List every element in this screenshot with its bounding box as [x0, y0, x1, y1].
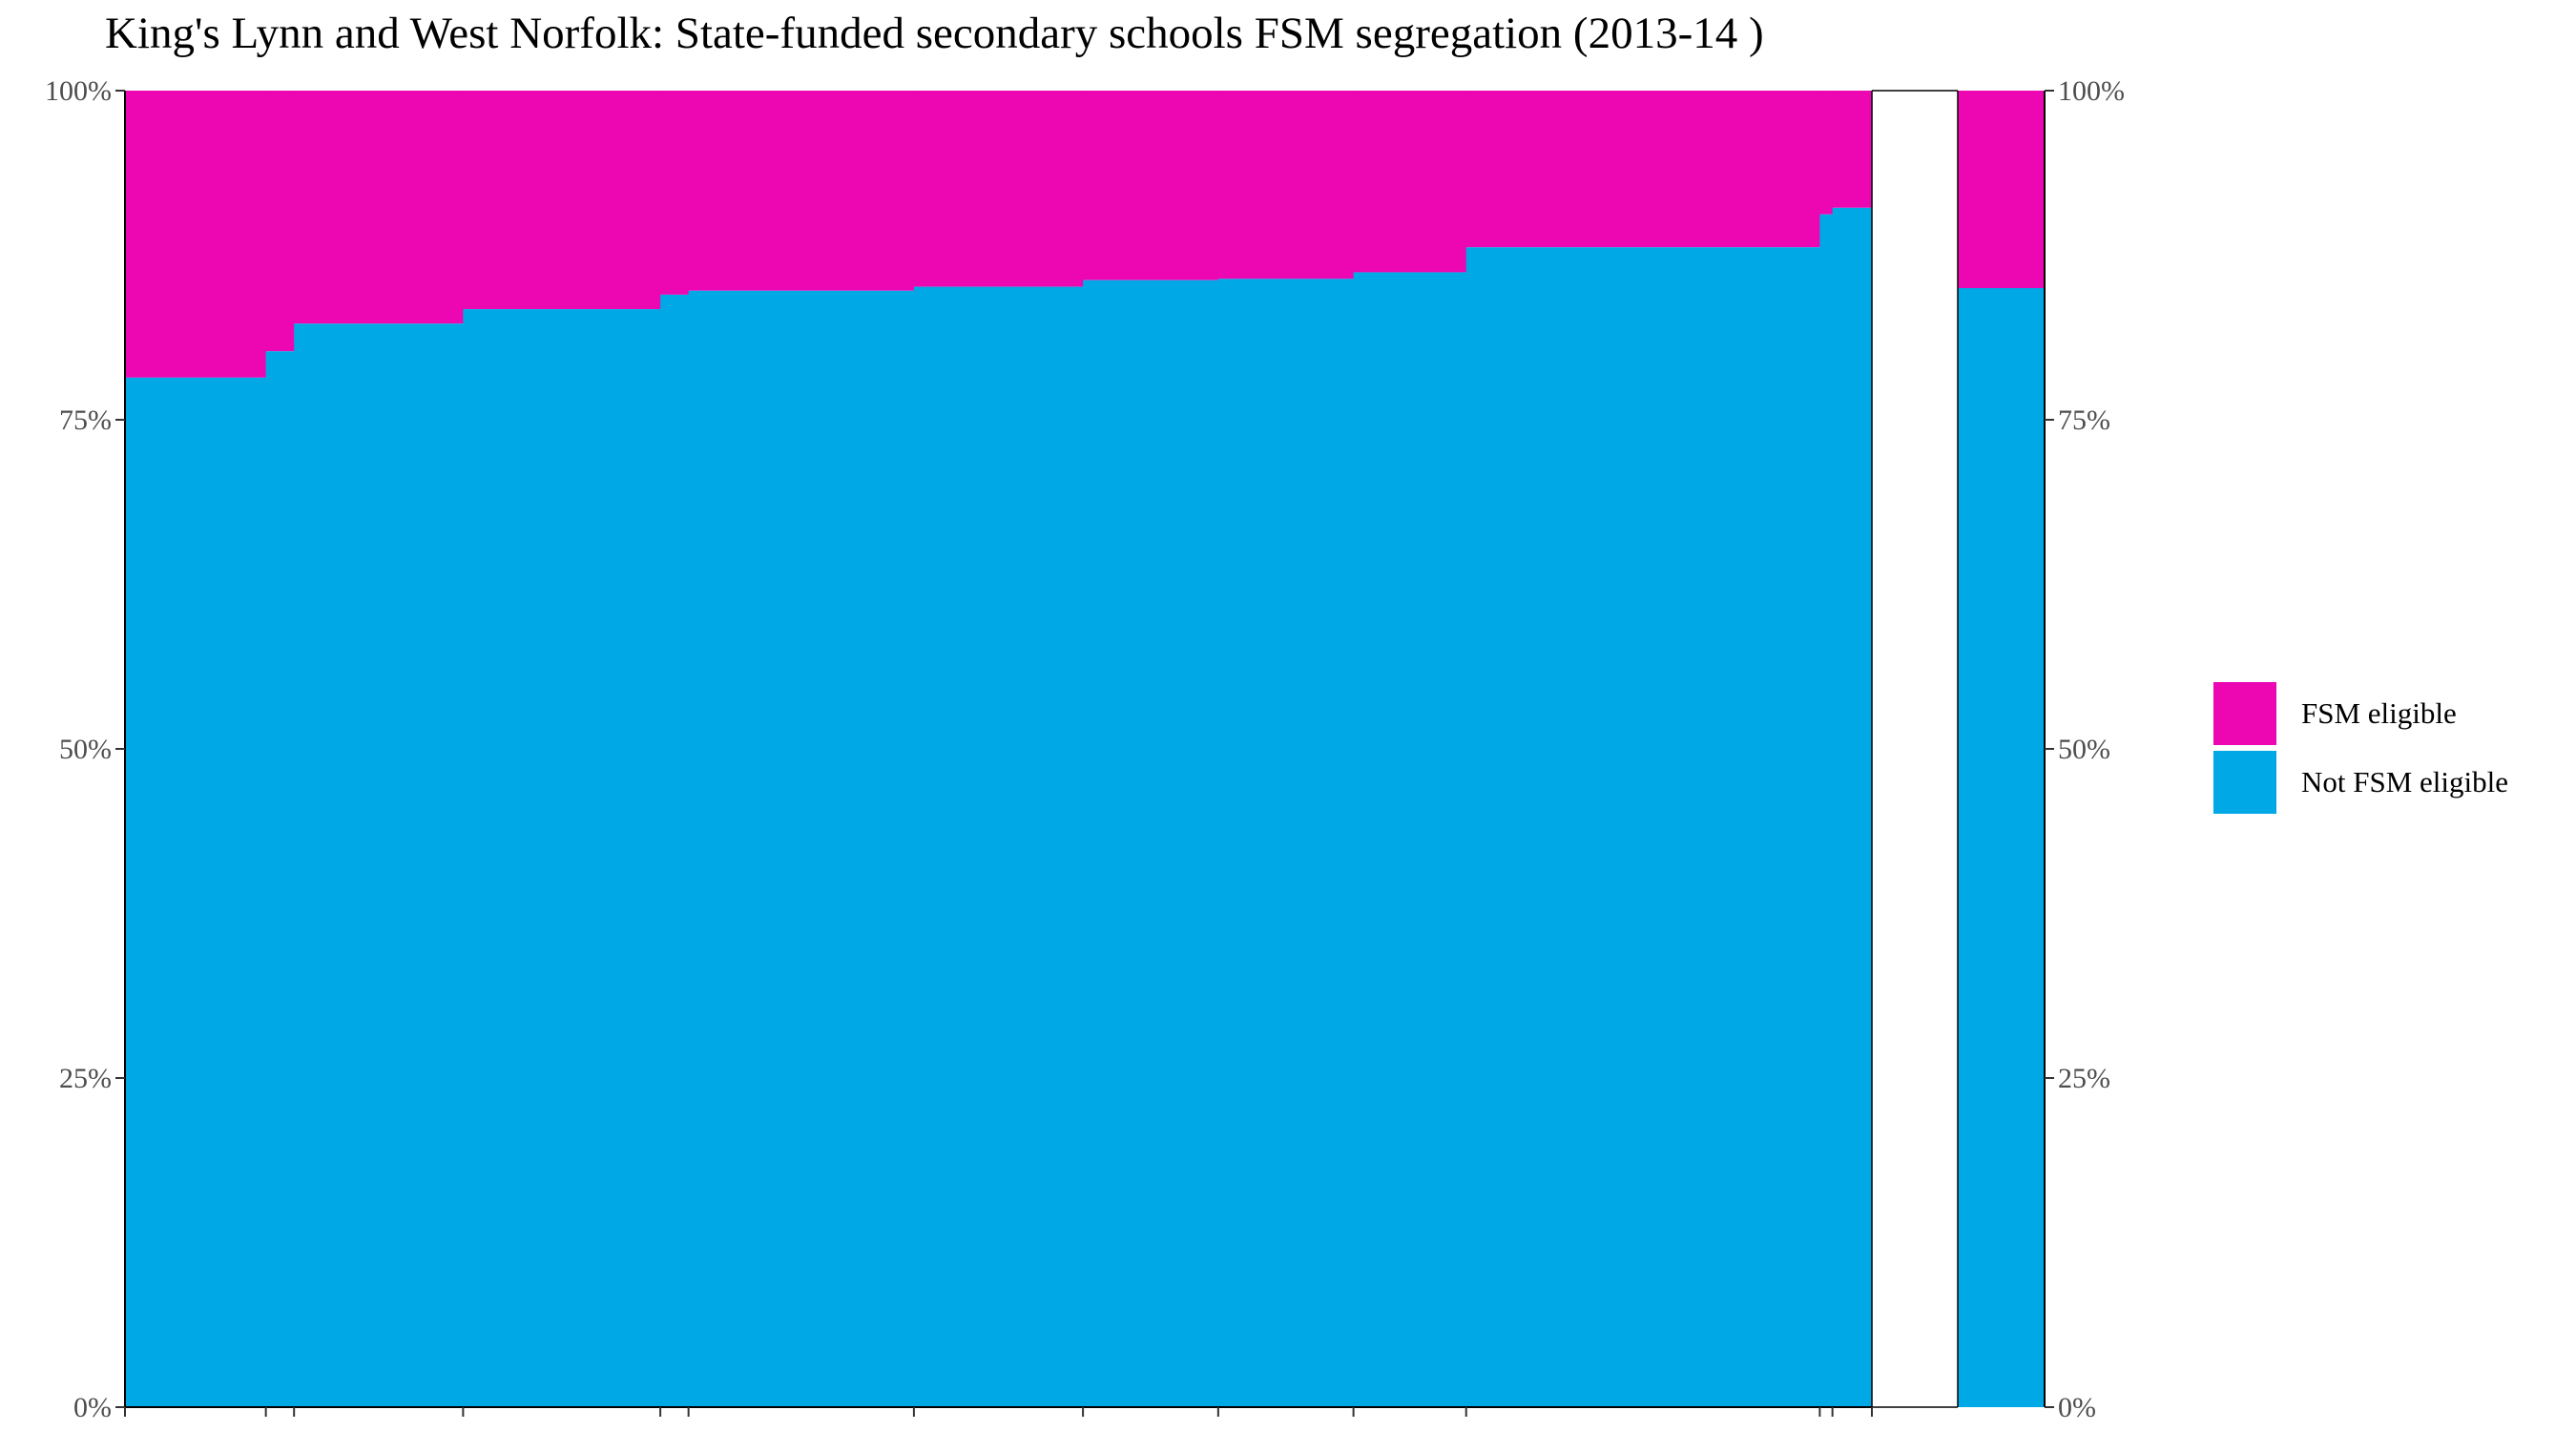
not-fsm-bar-segment-9 [1353, 272, 1467, 1408]
fsm-bar-segment-0 [125, 91, 267, 378]
fsm-bar-segment-2 [294, 91, 464, 324]
fsm-bar-segment-12 [1832, 91, 1873, 208]
chart-title: King's Lynn and West Norfolk: State-fund… [105, 9, 1764, 58]
not-fsm-bar-segment-0 [125, 377, 267, 1408]
fsm-bar-segment-5 [688, 91, 915, 291]
not-fsm-bar-segment-2 [294, 323, 464, 1407]
not-fsm-bar-segment-6 [913, 286, 1084, 1407]
fsm-bar-segment-10 [1465, 91, 1820, 248]
y-tick-label-left: 75% [59, 404, 112, 436]
not-fsm-bar-segment-12 [1832, 207, 1873, 1407]
fsm-bar-segment-9 [1353, 91, 1467, 273]
fsm-bar-segment-11 [1819, 91, 1834, 215]
legend: FSM eligible Not FSM eligible [2213, 682, 2508, 814]
not-fsm-bar-segment-4 [660, 294, 690, 1407]
y-tick-label-right: 25% [2058, 1063, 2110, 1094]
legend-label-1: Not FSM eligible [2301, 765, 2508, 798]
fsm-bar-segment-8 [1217, 91, 1355, 280]
not-fsm-bar-segment-8 [1217, 279, 1355, 1408]
overall-not-fsm-segment [1958, 288, 2045, 1407]
not-fsm-bar-segment-3 [463, 309, 661, 1408]
y-tick-label-right: 75% [2058, 404, 2110, 436]
overall-fsm-segment [1958, 91, 2045, 288]
y-tick-label-right: 0% [2058, 1392, 2096, 1423]
y-tick-label-left: 25% [59, 1063, 112, 1094]
fsm-bar-segment-3 [463, 91, 661, 310]
not-fsm-bar-segment-5 [688, 290, 915, 1407]
fsm-bar-segment-6 [913, 91, 1084, 287]
fsm-bar-segment-1 [265, 91, 295, 352]
fsm-bar-segment-4 [660, 91, 690, 295]
overall-bar [1958, 91, 2045, 1407]
legend-swatch-1 [2213, 751, 2276, 814]
legend-label-0: FSM eligible [2301, 696, 2457, 730]
fsm-bar-segment-7 [1083, 91, 1219, 280]
not-fsm-bar-segment-1 [265, 351, 295, 1407]
y-tick-label-right: 50% [2058, 734, 2110, 765]
legend-swatch-0 [2213, 682, 2276, 745]
y-tick-label-left: 50% [59, 734, 112, 765]
not-fsm-bar-segment-11 [1819, 214, 1834, 1408]
not-fsm-bar-segment-7 [1083, 280, 1219, 1408]
y-tick-label-left: 100% [45, 75, 112, 107]
school-bars [125, 91, 1873, 1408]
not-fsm-bar-segment-10 [1465, 247, 1820, 1408]
y-tick-label-left: 0% [73, 1392, 112, 1423]
y-tick-label-right: 100% [2058, 75, 2125, 107]
axes: 0% 0% 25% 25% 50% 50% 75% 75% 100% 100% [45, 75, 2125, 1423]
